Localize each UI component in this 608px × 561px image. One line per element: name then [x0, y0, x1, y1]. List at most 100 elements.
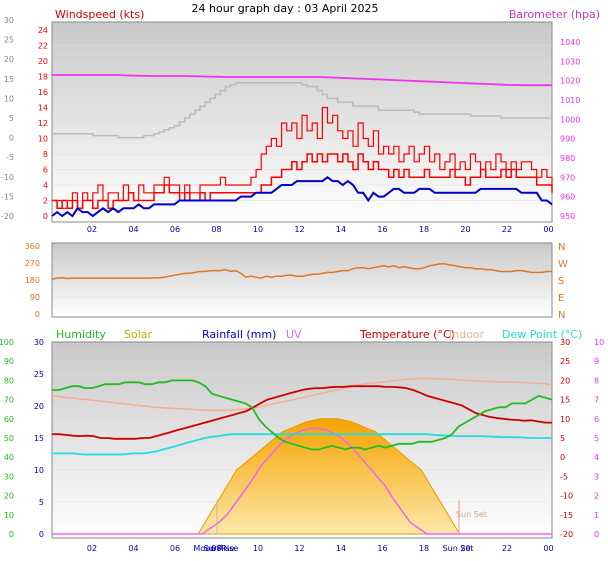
temp-tick-label: -10 [560, 492, 573, 501]
baro-tick-label: 1030 [560, 57, 580, 66]
legend-indoor: Indoor [449, 328, 485, 341]
humidity-tick-label: 10 [4, 511, 14, 520]
wind-tick-label: 20 [38, 57, 48, 66]
windspeed-line [52, 153, 553, 210]
outer-temp-tick-label: 15 [4, 75, 14, 84]
legend-uv: UV [286, 328, 302, 341]
humidity-tick-label: 70 [4, 396, 14, 405]
baro-tick-label: 980 [560, 154, 575, 163]
legend-solar: Solar [124, 328, 153, 341]
temp-tick-label: 30 [560, 338, 570, 347]
barometer-axis-label: Barometer (hpa) [509, 8, 600, 21]
compass-tick-label: S [558, 276, 564, 287]
compass-tick-label: N [558, 242, 565, 253]
outer-temp-tick-label: -15 [1, 192, 14, 201]
outer-temp-tick-label: 25 [4, 36, 14, 45]
humidity-tick-label: 40 [4, 453, 14, 462]
temp-tick-label: 20 [560, 376, 570, 385]
rain-tick-label: 20 [34, 402, 44, 411]
wind-tick-label: 12 [38, 119, 48, 128]
temp-x-tick-label: 08 [211, 544, 221, 553]
compass-tick-label: E [558, 293, 564, 304]
compass-tick-label: N [558, 310, 565, 321]
wind-x-tick-label: 00 [543, 225, 553, 234]
wind-x-tick-label: 22 [502, 225, 512, 234]
wind-x-tick-label: 14 [336, 225, 346, 234]
uv-tick-label: 3 [594, 472, 599, 481]
sunset-label-in-chart: Sun Set [456, 510, 487, 519]
chart-title: 24 hour graph day : 03 April 2025 [192, 2, 379, 15]
wind-direction-line [51, 263, 552, 280]
uv-tick-label: 2 [594, 492, 599, 501]
direction-tick-label: 180 [25, 276, 40, 285]
temperature-line [52, 385, 552, 440]
direction-tick-label: 270 [25, 259, 40, 268]
uv-tick-label: 4 [594, 453, 599, 462]
outer-temp-tick-label: -20 [1, 212, 14, 221]
indoor-line [51, 377, 553, 412]
outer-temp-tick-label: 10 [4, 94, 14, 103]
wind-tick-label: 2 [43, 197, 48, 206]
wind-tick-label: 14 [38, 104, 48, 113]
outer-temp-tick-label: 30 [4, 16, 14, 25]
windspeed-axis-label: Windspeed (kts) [55, 8, 144, 21]
wind-tick-label: 4 [43, 181, 48, 190]
wind-x-tick-label: 08 [211, 225, 221, 234]
wind-x-tick-label: 18 [419, 225, 429, 234]
humidity-tick-label: 100 [0, 338, 14, 347]
temp-tick-label: -5 [560, 472, 568, 481]
temp-tick-label: 25 [560, 357, 570, 366]
uv-tick-label: 0 [594, 530, 599, 539]
uv-line [52, 427, 552, 535]
outer-temp-tick-label: -5 [6, 153, 14, 162]
grey-temp-line [52, 81, 552, 139]
baro-tick-label: 1020 [560, 77, 580, 86]
temp-x-tick-label: 16 [377, 544, 387, 553]
rain-tick-label: 30 [34, 338, 44, 347]
wind-x-tick-label: 10 [253, 225, 263, 234]
temp-tick-label: 10 [560, 415, 570, 424]
uv-tick-label: 8 [594, 376, 599, 385]
direction-tick-label: 90 [30, 293, 40, 302]
temp-x-tick-label: 20 [460, 544, 470, 553]
humidity-tick-label: 80 [4, 376, 14, 385]
wind-x-tick-label: 20 [460, 225, 470, 234]
baro-tick-label: 970 [560, 173, 575, 182]
wind-tick-label: 24 [38, 26, 48, 35]
wind-tick-label: 16 [38, 88, 48, 97]
humidity-tick-label: 60 [4, 415, 14, 424]
temp-tick-label: -15 [560, 511, 573, 520]
rain-tick-label: 5 [39, 498, 44, 507]
barometer-line [52, 74, 552, 87]
rain-tick-label: 0 [39, 530, 44, 539]
wind-tick-label: 6 [43, 166, 48, 175]
sunrise-label: Sun Rise [204, 544, 239, 553]
legend-temperature: Temperature (°C) [359, 328, 455, 341]
rain-tick-label: 10 [34, 466, 44, 475]
wind-x-tick-label: 16 [377, 225, 387, 234]
temp-x-tick-label: 18 [419, 544, 429, 553]
temp-x-tick-label: 06 [170, 544, 180, 553]
wind-x-tick-label: 04 [128, 225, 138, 234]
temp-x-tick-label: 00 [543, 544, 553, 553]
wind-tick-label: 18 [38, 73, 48, 82]
uv-tick-label: 6 [594, 415, 599, 424]
legend-rainfall: Rainfall (mm) [202, 328, 276, 341]
humidity-tick-label: 30 [4, 472, 14, 481]
dewpoint-line [52, 433, 552, 456]
outer-temp-tick-label: 20 [4, 55, 14, 64]
temp-tick-label: 15 [560, 396, 570, 405]
uv-tick-label: 10 [594, 338, 604, 347]
temp-x-tick-label: 04 [128, 544, 138, 553]
baro-tick-label: 1010 [560, 96, 580, 105]
compass-tick-label: W [558, 259, 568, 270]
rain-tick-label: 25 [34, 370, 44, 379]
moonrise-label: Moon Rise [193, 544, 234, 553]
uv-tick-label: 7 [594, 396, 599, 405]
baro-tick-label: 1040 [560, 38, 580, 47]
sunset-label: Sun Set [443, 544, 474, 553]
wind-x-tick-label: 02 [87, 225, 97, 234]
wind-tick-label: 10 [38, 135, 48, 144]
temp-x-tick-label: 12 [294, 544, 304, 553]
